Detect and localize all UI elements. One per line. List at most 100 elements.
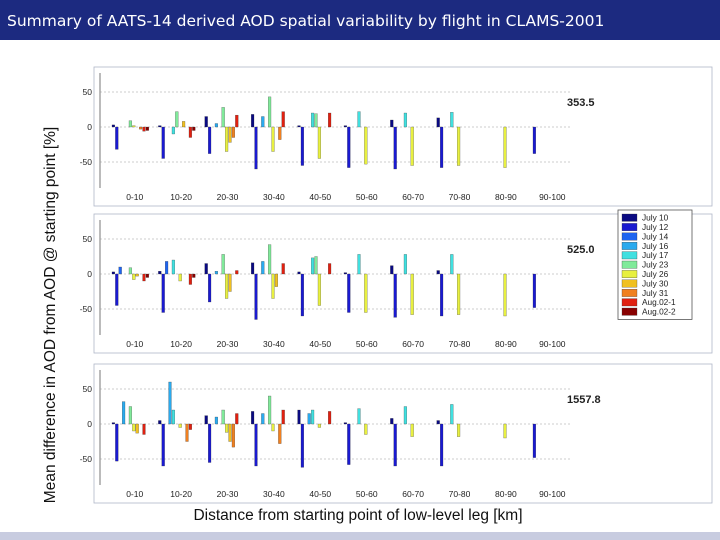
- legend-entry-label: July 30: [642, 278, 669, 288]
- legend-entry-label: July 23: [642, 260, 669, 270]
- x-tick-label: 10-20: [170, 192, 192, 202]
- bar: [178, 273, 182, 282]
- chart-panel: 50 0 -50 0-10 10-20 20-30 30-40 40-50 50-60 60-70…: [80, 363, 713, 504]
- bar: [165, 261, 169, 275]
- bar: [178, 423, 182, 428]
- bar: [328, 263, 332, 275]
- x-tick-label: 40-50: [309, 339, 331, 349]
- legend-entry-label: July 17: [642, 250, 669, 260]
- bar: [145, 126, 149, 131]
- bar: [235, 114, 239, 128]
- bar: [111, 422, 115, 425]
- bar: [281, 263, 285, 275]
- bar: [271, 423, 275, 432]
- x-tick-label: 80-90: [495, 489, 517, 499]
- bar: [115, 273, 119, 306]
- bar: [135, 423, 139, 434]
- bar: [364, 126, 368, 165]
- x-tick-label: 20-30: [217, 489, 239, 499]
- panel-frame: [93, 363, 713, 504]
- x-tick-label: 80-90: [495, 339, 517, 349]
- bar: [390, 418, 394, 425]
- bar: [410, 126, 414, 166]
- bar: [115, 126, 119, 150]
- bar: [403, 254, 407, 275]
- bar: [161, 423, 165, 467]
- bar: [188, 273, 192, 285]
- bar: [204, 415, 208, 425]
- bar: [161, 126, 165, 159]
- panel-annotation: 525.0: [567, 244, 595, 256]
- bar: [503, 126, 507, 168]
- legend-swatch: [621, 270, 638, 278]
- legend-swatch: [621, 260, 638, 269]
- x-tick-label: 60-70: [402, 489, 424, 499]
- bar: [357, 111, 361, 128]
- bar: [436, 270, 440, 275]
- x-tick-label: 70-80: [449, 339, 471, 349]
- bar: [251, 262, 255, 275]
- bar: [457, 126, 461, 166]
- x-tick-label: 60-70: [402, 339, 424, 349]
- chart-panel: 50 0 -50 0-10 10-20 20-30 30-40 40-50 50-60 60-70…: [80, 213, 713, 354]
- bar: [261, 116, 265, 128]
- bar: [317, 273, 321, 306]
- bar: [145, 273, 149, 278]
- bar: [214, 416, 218, 425]
- legend-entry-label: July 31: [642, 288, 669, 298]
- bar: [343, 422, 347, 425]
- x-tick-label: 20-30: [217, 339, 239, 349]
- legend-entry-label: Aug.02-1: [642, 297, 676, 307]
- bar: [182, 121, 186, 128]
- x-tick-label: 70-80: [449, 489, 471, 499]
- legend-entry-label: July 10: [642, 213, 669, 223]
- bar: [314, 256, 318, 275]
- bar: [221, 107, 225, 128]
- bar: [128, 267, 132, 275]
- bar: [393, 126, 397, 170]
- bar: [171, 126, 175, 135]
- legend-entry-label: Aug.02-2: [642, 307, 676, 317]
- bar: [532, 126, 536, 154]
- y-tick-label: 0: [87, 269, 92, 279]
- bar: [188, 423, 192, 430]
- bar: [231, 423, 235, 448]
- legend-swatch: [621, 298, 638, 307]
- bar: [357, 408, 361, 425]
- bar: [268, 244, 272, 275]
- bar: [364, 423, 368, 435]
- bar: [225, 126, 229, 152]
- bar: [171, 259, 175, 275]
- bar: [214, 123, 218, 128]
- bar: [128, 120, 132, 128]
- title-bar: Summary of AATS-14 derived AOD spatial v…: [0, 0, 720, 40]
- bar: [311, 409, 315, 425]
- bar: [208, 423, 212, 463]
- y-tick-label: -50: [80, 157, 93, 167]
- bar: [328, 112, 332, 128]
- bar: [347, 423, 351, 465]
- bar: [297, 125, 301, 128]
- x-tick-label: 30-40: [263, 192, 285, 202]
- panel-annotation: 353.5: [567, 97, 595, 109]
- bar: [175, 111, 179, 128]
- bar: [457, 423, 461, 437]
- y-tick-label: 50: [83, 87, 93, 97]
- bar: [251, 411, 255, 425]
- bar: [347, 273, 351, 313]
- bar: [128, 406, 132, 425]
- y-tick-label: 0: [87, 122, 92, 132]
- bar: [268, 96, 272, 128]
- x-axis-label: Distance from starting point of low-leve…: [193, 507, 522, 524]
- x-tick-label: 70-80: [449, 192, 471, 202]
- legend-swatch: [621, 251, 638, 260]
- y-tick-label: 50: [83, 234, 93, 244]
- bar: [403, 406, 407, 425]
- bar: [317, 126, 321, 159]
- bar: [300, 126, 304, 166]
- legend-swatch: [621, 223, 638, 231]
- bar: [251, 114, 255, 128]
- panel-annotation: 1557.8: [567, 394, 601, 406]
- bar: [132, 423, 136, 432]
- bar: [532, 423, 536, 458]
